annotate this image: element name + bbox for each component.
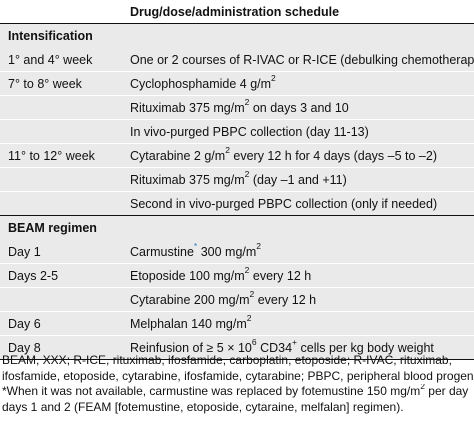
row-text: Second in vivo-purged PBPC collection (o…	[122, 191, 474, 216]
schedule-table: Drug/dose/administration schedule Intens…	[0, 0, 474, 360]
section-row-intensification: Intensification	[0, 23, 474, 48]
row-text: Melphalan 140 mg/m2	[122, 311, 474, 336]
footnote-asterisk: *	[193, 241, 198, 252]
footnote-carmustine-line1: *When it was not available, carmustine w…	[2, 384, 469, 398]
table-row: Days 2-5 Etoposide 100 mg/m2 every 12 h	[0, 263, 474, 288]
table-row: 1° and 4° week One or 2 courses of R-IVA…	[0, 48, 474, 72]
row-time: 11° to 12° week	[0, 143, 122, 168]
row-text: Cytarabine 200 mg/m2 every 12 h	[122, 287, 474, 312]
table-row: Cytarabine 200 mg/m2 every 12 h	[0, 287, 474, 312]
table-header-row: Drug/dose/administration schedule	[0, 0, 474, 24]
row-text: Reinfusion of ≥ 5 × 106 CD34+ cells per …	[122, 335, 474, 360]
row-time	[0, 191, 122, 216]
table-row: Second in vivo-purged PBPC collection (o…	[0, 191, 474, 216]
row-text: Cytarabine 2 g/m2 every 12 h for 4 days …	[122, 143, 474, 168]
row-text: In vivo-purged PBPC collection (day 11-1…	[122, 119, 474, 144]
row-text: One or 2 courses of R-IVAC or R-ICE (deb…	[122, 48, 474, 72]
row-time: 7° to 8° week	[0, 71, 122, 96]
section-row-beam: BEAM regimen	[0, 215, 474, 240]
table-row: 7° to 8° week Cyclophosphamide 4 g/m2	[0, 71, 474, 96]
header-col2: Drug/dose/administration schedule	[122, 0, 474, 24]
row-text: Cyclophosphamide 4 g/m2	[122, 71, 474, 96]
table-row: In vivo-purged PBPC collection (day 11-1…	[0, 119, 474, 144]
section-title: BEAM regimen	[0, 215, 474, 240]
row-text: Carmustine* 300 mg/m2	[122, 240, 474, 264]
table-row: Day 8 Reinfusion of ≥ 5 × 106 CD34+ cell…	[0, 335, 474, 360]
row-time	[0, 119, 122, 144]
row-text: Rituximab 375 mg/m2 (day –1 and +11)	[122, 167, 474, 192]
row-time: Day 1	[0, 240, 122, 264]
footnote-abbrev-line2: ifosfamide, etoposide, cytarabine, ifosf…	[2, 368, 474, 383]
row-time: Day 8	[0, 335, 122, 360]
row-text: Etoposide 100 mg/m2 every 12 h	[122, 263, 474, 288]
row-time	[0, 95, 122, 120]
footnote-carmustine-line2: days 1 and 2 (FEAM [fotemustine, etoposi…	[2, 399, 404, 414]
table-row: Day 1 Carmustine* 300 mg/m2	[0, 240, 474, 264]
row-time: 1° and 4° week	[0, 48, 122, 72]
section-title: Intensification	[0, 23, 474, 48]
table-row: Rituximab 375 mg/m2 (day –1 and +11)	[0, 167, 474, 192]
row-time	[0, 167, 122, 192]
table-row: 11° to 12° week Cytarabine 2 g/m2 every …	[0, 143, 474, 168]
row-text: Rituximab 375 mg/m2 on days 3 and 10	[122, 95, 474, 120]
footnote-abbrev-line1: BEAM, XXX; R-ICE, rituximab, ifosfamide,…	[2, 353, 452, 367]
row-time: Day 6	[0, 311, 122, 336]
table-row: Rituximab 375 mg/m2 on days 3 and 10	[0, 95, 474, 120]
row-time: Days 2-5	[0, 263, 122, 288]
table-row: Day 6 Melphalan 140 mg/m2	[0, 311, 474, 336]
table-footnotes: BEAM, XXX; R-ICE, rituximab, ifosfamide,…	[0, 353, 474, 415]
row-time	[0, 287, 122, 312]
header-col1	[0, 0, 122, 24]
